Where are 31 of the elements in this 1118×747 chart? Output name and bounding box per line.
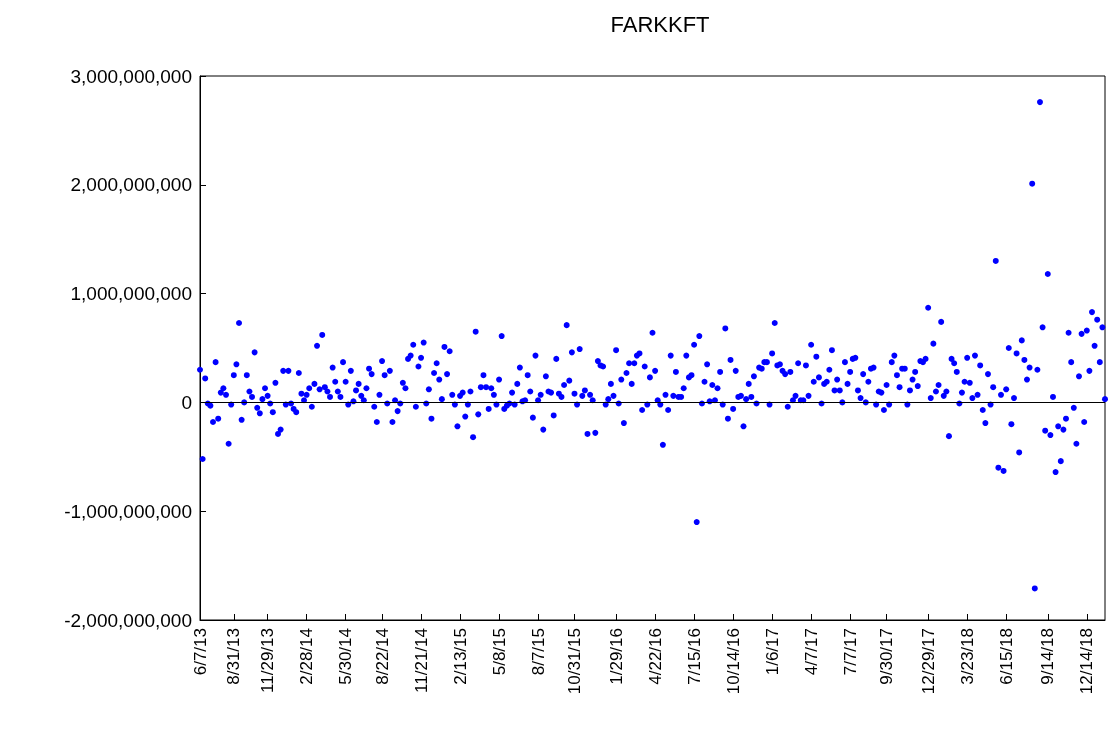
x-tick-label: 10/14/16	[723, 628, 743, 695]
x-tick-label: 2/28/14	[297, 628, 317, 685]
chart-title: FARKKFT	[610, 11, 710, 37]
x-tick-label: 5/8/15	[489, 628, 509, 676]
x-tick-label: 1/29/16	[606, 628, 626, 685]
y-tick-label: 1,000,000,000	[70, 283, 192, 305]
x-tick-label: 9/30/17	[877, 628, 897, 685]
x-tick-label: 8/31/13	[224, 628, 244, 685]
x-tick-label: 6/15/18	[996, 628, 1016, 685]
x-tick-label: 11/29/13	[258, 628, 278, 693]
x-tick-label: 4/7/17	[801, 628, 821, 676]
x-tick-label: 3/23/18	[957, 628, 977, 685]
x-tick-label: 6/7/13	[190, 628, 210, 676]
x-tick-label: 8/7/15	[528, 628, 548, 676]
y-tick-label: 3,000,000,000	[70, 65, 192, 87]
x-tick-label: 2/13/15	[450, 628, 470, 685]
x-tick-label: 8/22/14	[372, 628, 392, 685]
x-tick-label: 11/21/14	[411, 628, 431, 693]
x-tick-label: 12/29/17	[918, 628, 938, 695]
x-tick-label: 12/14/18	[1077, 628, 1097, 695]
x-tick-label: 7/7/17	[840, 628, 860, 676]
x-tick-label: 7/15/16	[684, 628, 704, 685]
x-tick-label: 5/30/14	[336, 628, 356, 685]
y-tick-label: -1,000,000,000	[64, 500, 192, 522]
y-tick-label: 0	[181, 391, 192, 413]
y-tick-label: 2,000,000,000	[70, 174, 192, 196]
x-tick-label: 4/22/16	[645, 628, 665, 685]
x-tick-label: 10/31/15	[564, 628, 584, 695]
x-tick-label: 1/6/17	[762, 628, 782, 676]
x-tick-label: 9/14/18	[1038, 628, 1058, 685]
y-tick-label: -2,000,000,000	[64, 609, 192, 631]
